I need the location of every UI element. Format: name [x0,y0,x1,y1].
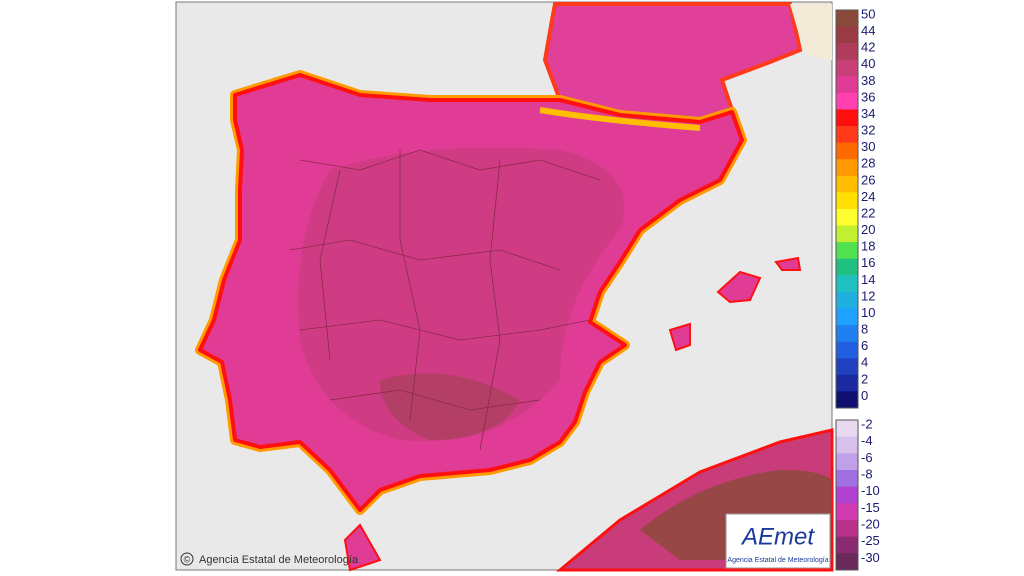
legend-swatch [836,159,858,177]
land-morocco-north [343,523,382,572]
legend-swatch [836,10,858,28]
menorca [774,256,802,271]
ibiza [668,322,691,352]
legend-label: -10 [861,483,880,498]
legend-swatch [836,209,858,227]
legend-label: -15 [861,500,880,515]
legend-swatch [836,358,858,376]
legend-swatch [836,291,858,309]
legend-swatch [836,43,858,61]
logo-subtitle: Agencia Estatal de Meteorología [727,557,828,564]
legend-label: 0 [861,388,868,403]
legend-label: 34 [861,106,875,121]
legend-swatch [836,420,858,438]
legend-swatch [836,142,858,160]
legend-label: 20 [861,222,875,237]
legend-swatch [836,26,858,44]
legend-label: 22 [861,205,875,220]
legend-swatch [836,225,858,243]
legend-label: 40 [861,56,875,71]
legend-swatch [836,503,858,521]
color-legend: 5044424038363432302826242220181614121086… [835,6,880,571]
map: AEmet Agencia Estatal de Meteorología © … [175,1,834,572]
legend-swatch [836,486,858,504]
logo-name: AEmet [740,523,815,550]
legend-swatch [836,109,858,127]
legend-label: 8 [861,322,868,337]
credit-circle [180,552,194,566]
legend-border [835,9,859,409]
legend-swatch [836,92,858,110]
province-lines [289,149,601,451]
legend-swatch [836,553,858,571]
legend-label: -8 [861,466,873,481]
legend-label: 30 [861,139,875,154]
legend-swatch [836,308,858,326]
legend-swatch [836,76,858,94]
credit-symbol: © [184,554,191,564]
legend-swatch [836,242,858,260]
legend-label: 44 [861,23,875,38]
legend-label: 24 [861,189,875,204]
legend-label: 16 [861,255,875,270]
legend-swatch [836,258,858,276]
legend-label: 10 [861,305,875,320]
legend-label: 32 [861,123,875,138]
logo-box [725,513,831,569]
legend-swatch [836,59,858,77]
legend-label: 18 [861,239,875,254]
legend-label: 42 [861,40,875,55]
legend-swatch [836,470,858,488]
legend-label: 50 [861,6,875,21]
legend-label: 28 [861,156,875,171]
legend-label: -30 [861,550,880,565]
legend-label: -6 [861,450,873,465]
legend-swatch [836,275,858,293]
legend-swatch [836,126,858,144]
legend-border [835,419,859,571]
legend-swatch [836,325,858,343]
legend-swatch [836,341,858,359]
legend-label: -25 [861,533,880,548]
legend-swatch [836,192,858,210]
legend-swatch [836,374,858,392]
legend-label: 36 [861,89,875,104]
hot-interior [298,147,624,442]
legend-label: 6 [861,338,868,353]
legend-label: -4 [861,433,873,448]
legend-label: -20 [861,516,880,531]
legend-swatch [836,536,858,554]
legend-label: 38 [861,73,875,88]
pyrenees [539,107,701,131]
legend-label: 14 [861,272,875,287]
legend-label: -2 [861,416,873,431]
legend-swatch [836,453,858,471]
credit-text: Agencia Estatal de Meteorología [199,554,359,566]
legend-label: 4 [861,355,868,370]
land-neutral [790,4,832,60]
legend-label: 12 [861,288,875,303]
legend-swatch [836,391,858,409]
legend-swatch [836,175,858,193]
legend-label: 26 [861,172,875,187]
legend-label: 2 [861,371,868,386]
legend-swatch [836,520,858,538]
mallorca [716,270,762,304]
legend-swatch [836,436,858,454]
